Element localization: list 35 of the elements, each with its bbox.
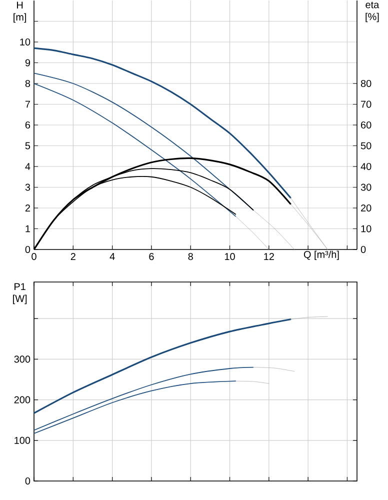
y-axis-title: H [m]	[14, 2, 26, 23]
x-axis-title: Q [m³/h]	[304, 250, 339, 260]
x-tick-label: 4	[110, 253, 115, 260]
y-tick-label: 2	[25, 204, 30, 212]
y-tick-label: 7	[25, 100, 30, 108]
y-axis-title: P1 [W]	[13, 283, 27, 304]
x-tick-label: 10	[224, 253, 235, 260]
y2-tick-label: 80	[360, 80, 372, 88]
x-tick-label: 8	[188, 253, 193, 260]
y2-tick-label: 30	[360, 184, 372, 191]
y2-tick-label: 0	[360, 246, 366, 254]
x-tick-label: 6	[149, 253, 154, 260]
y-tick-label: 0	[25, 477, 30, 485]
x-tick-label: 0	[32, 253, 36, 260]
y2-axis-title: eta [%]	[366, 2, 380, 22]
y-tick-label: 1	[26, 225, 30, 232]
y2-tick-label: 40	[360, 162, 372, 170]
y2-tick-label: 60	[361, 121, 372, 129]
y2-tick-label: 50	[360, 142, 372, 150]
y-tick-label: 10	[20, 38, 30, 46]
y2-tick-label: 70	[361, 100, 372, 108]
y2-tick-label: 20	[361, 204, 372, 212]
y-tick-label: 300	[14, 356, 30, 363]
y-tick-label: 3	[25, 184, 30, 191]
y-tick-label: 5	[25, 142, 30, 150]
x-tick-label: 12	[264, 253, 274, 260]
y-tick-label: 8	[25, 80, 30, 88]
x-tick-label: 2	[70, 253, 76, 260]
y-tick-label: 4	[25, 163, 30, 170]
y2-tick-label: 10	[361, 225, 372, 232]
y-tick-label: 6	[25, 121, 30, 129]
y-tick-label: 0	[25, 246, 30, 254]
y-tick-label: 200	[14, 396, 30, 404]
y-tick-label: 100	[14, 436, 30, 444]
y-tick-label: 9	[25, 59, 30, 66]
